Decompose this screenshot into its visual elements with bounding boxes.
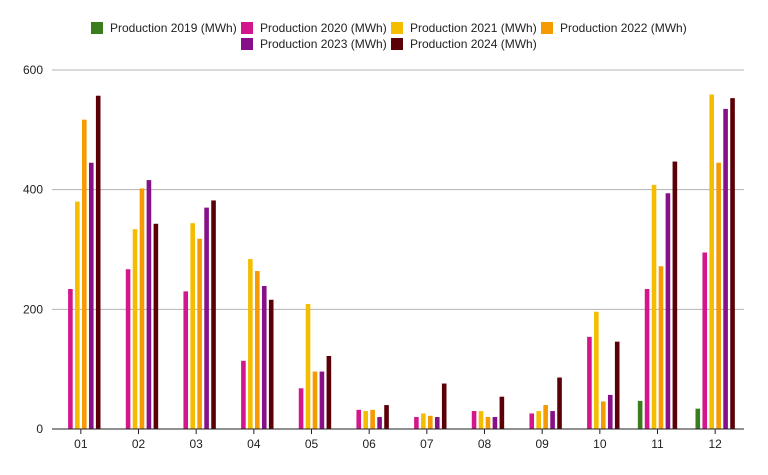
bar [550,411,555,429]
bar [730,98,735,429]
legend-label: Production 2021 (MWh) [410,21,537,35]
bar [665,193,671,429]
bars [68,94,735,430]
bar [139,188,145,429]
bar [95,95,101,429]
x-tick-label: 09 [535,437,549,451]
y-tick-label: 400 [23,183,43,197]
bar [543,405,548,429]
x-tick-label: 05 [305,437,319,451]
bar [658,266,664,429]
bar [377,417,382,429]
bar [268,299,274,429]
bar [190,223,195,429]
legend: Production 2019 (MWh) Production 2020 (MW… [91,21,687,51]
bar [499,396,505,429]
bar [529,413,535,429]
legend-label: Production 2022 (MWh) [560,21,687,35]
bar [255,271,260,429]
legend-swatch [391,38,403,50]
bar [651,184,657,429]
x-tick-label: 04 [247,437,261,451]
bar [197,238,202,429]
axes: 0 200 400 600 01 02 03 04 05 06 07 08 09 10 11 12 [23,63,744,451]
legend-swatch [541,22,553,34]
x-tick-label: 12 [708,437,722,451]
bar [709,94,714,429]
legend-label: Production 2024 (MWh) [410,37,537,51]
legend-swatch [91,22,103,34]
bar [471,411,477,429]
x-tick-label: 01 [74,437,88,451]
legend-swatch [241,38,253,50]
x-tick-label: 06 [362,437,376,451]
bar [695,408,701,429]
bar [607,394,613,429]
y-tick-label: 600 [23,63,43,77]
bar [298,388,304,429]
x-tick-label: 07 [420,437,434,451]
bar [68,288,73,429]
bar [536,411,541,429]
bar [594,311,599,429]
bar [132,229,138,429]
legend-swatch [391,22,403,34]
bar [125,269,131,429]
bar [672,161,678,430]
legend-swatch [241,22,253,34]
bar [82,119,87,429]
x-tick-label: 10 [593,437,607,451]
bar [434,417,440,429]
bar [248,259,253,429]
x-tick-label: 02 [132,437,146,451]
bar [384,405,389,429]
x-tick-label: 11 [651,437,664,451]
bar [614,341,620,429]
bar [211,200,216,429]
bar [485,417,491,429]
bar [363,411,368,429]
bar [305,303,311,429]
bar [702,252,708,429]
bar [723,108,728,430]
bar [587,336,592,429]
bar [478,411,484,429]
y-tick-label: 0 [36,422,43,436]
bar [261,285,267,429]
bar [319,371,325,429]
bar [326,356,332,429]
bar [716,162,721,429]
bar [414,417,419,429]
bar [421,413,426,429]
y-tick-label: 200 [23,302,43,316]
legend-label: Production 2019 (MWh) [110,21,237,35]
bar [183,291,189,429]
bar [644,288,650,429]
bar [637,400,643,429]
bar [153,223,159,429]
bar [88,162,94,429]
bar [601,401,606,429]
bar [146,180,152,429]
bar [75,201,80,429]
bar [492,417,498,429]
legend-label: Production 2020 (MWh) [260,21,387,35]
bar [204,207,209,429]
legend-label: Production 2023 (MWh) [260,37,387,51]
bar [312,371,318,429]
x-tick-label: 03 [189,437,203,451]
bar [241,360,246,429]
bar [370,409,375,429]
bar [428,415,433,429]
bar [356,409,362,429]
bar [441,383,447,429]
gridlines [52,69,744,310]
x-tick-label: 08 [478,437,492,451]
bar [557,377,562,429]
